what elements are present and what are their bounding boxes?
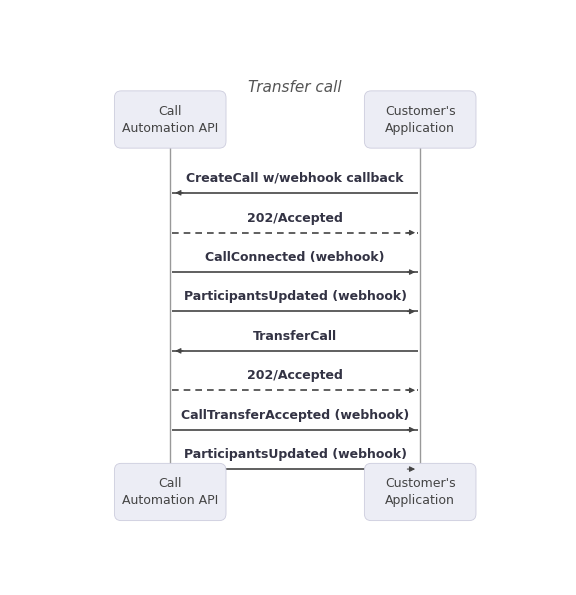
Text: TransferCall: TransferCall <box>253 330 338 343</box>
Text: Transfer call: Transfer call <box>248 80 342 95</box>
FancyBboxPatch shape <box>365 464 476 521</box>
Text: 202/Accepted: 202/Accepted <box>247 211 343 224</box>
Text: ParticipantsUpdated (webhook): ParticipantsUpdated (webhook) <box>184 290 407 303</box>
Text: Call
Automation API: Call Automation API <box>122 477 218 507</box>
FancyBboxPatch shape <box>365 91 476 148</box>
FancyBboxPatch shape <box>115 464 226 521</box>
Text: CreateCall w/webhook callback: CreateCall w/webhook callback <box>187 171 404 184</box>
Text: 202/Accepted: 202/Accepted <box>247 369 343 382</box>
Text: ParticipantsUpdated (webhook): ParticipantsUpdated (webhook) <box>184 448 407 461</box>
Text: Customer's
Application: Customer's Application <box>385 105 456 134</box>
Text: CallConnected (webhook): CallConnected (webhook) <box>206 251 385 264</box>
Text: Call
Automation API: Call Automation API <box>122 105 218 134</box>
FancyBboxPatch shape <box>115 91 226 148</box>
Text: Customer's
Application: Customer's Application <box>385 477 456 507</box>
Text: CallTransferAccepted (webhook): CallTransferAccepted (webhook) <box>181 409 410 421</box>
